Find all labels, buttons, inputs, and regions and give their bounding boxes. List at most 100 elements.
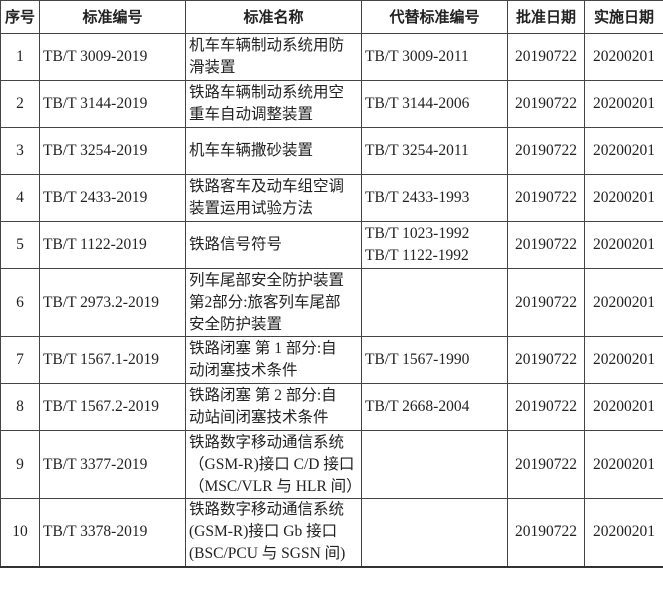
cell-code: TB/T 3144-2019 xyxy=(39,80,186,128)
cell-name: 铁路数字移动通信系统 (GSM-R)接口 Gb 接口 (BSC/PCU 与 SGSN… xyxy=(185,498,362,567)
cell-approved: 20190722 xyxy=(507,80,585,128)
cell-approved: 20190722 xyxy=(507,221,585,269)
cell-effective: 20200201 xyxy=(584,336,663,384)
header-name: 标准名称 xyxy=(185,0,362,34)
name-line: （MSC/VLR 与 HLR 间） xyxy=(189,477,362,495)
cell-approved: 20190722 xyxy=(507,174,585,222)
cell-approved: 20190722 xyxy=(507,430,585,499)
header-code: 标准编号 xyxy=(39,0,186,34)
standards-table: 序号 标准编号 标准名称 代替标准编号 批准日期 实施日期 1 TB/T 3009… xyxy=(0,0,663,568)
cell-code: TB/T 3377-2019 xyxy=(39,430,186,499)
cell-no: 6 xyxy=(0,268,40,337)
cell-name: 铁路闭塞 第 1 部分:自 动闭塞技术条件 xyxy=(185,336,362,384)
cell-no: 9 xyxy=(0,430,40,499)
cell-replaces: TB/T 3144-2006 xyxy=(361,80,508,128)
cell-no: 3 xyxy=(0,127,40,175)
cell-code: TB/T 3009-2019 xyxy=(39,33,186,81)
cell-name: 铁路数字移动通信系统 （GSM-R)接口 C/D 接口 （MSC/VLR 与 HLR… xyxy=(185,430,362,499)
header-no: 序号 xyxy=(0,0,40,34)
name-line: 铁路数字移动通信系统 xyxy=(189,433,345,451)
replaces-line: TB/T 2433-1993 xyxy=(365,189,470,206)
cell-no: 1 xyxy=(0,33,40,81)
table-row: 3 TB/T 3254-2019 机车车辆撒砂装置 TB/T 3254-2011 201… xyxy=(0,127,663,175)
table-row: 9 TB/T 3377-2019 铁路数字移动通信系统 （GSM-R)接口 C/D 接… xyxy=(0,430,663,499)
name-line: 装置运用试验方法 xyxy=(189,200,314,217)
cell-effective: 20200201 xyxy=(584,80,663,128)
cell-code: TB/T 1122-2019 xyxy=(39,221,186,269)
name-line: 动闭塞技术条件 xyxy=(189,362,298,379)
cell-effective: 20200201 xyxy=(584,33,663,81)
cell-code: TB/T 2433-2019 xyxy=(39,174,186,222)
table-row: 10 TB/T 3378-2019 铁路数字移动通信系统 (GSM-R)接口 Gb 接… xyxy=(0,498,663,567)
cell-name: 铁路客车及动车组空调 装置运用试验方法 xyxy=(185,174,362,222)
cell-replaces xyxy=(361,268,508,337)
cell-approved: 20190722 xyxy=(507,268,585,337)
cell-no: 10 xyxy=(0,498,40,567)
cell-replaces: TB/T 2433-1993 xyxy=(361,174,508,222)
cell-effective: 20200201 xyxy=(584,498,663,567)
cell-name: 机车车辆制动系统用防 滑装置 xyxy=(185,33,362,81)
cell-approved: 20190722 xyxy=(507,383,585,431)
cell-code: TB/T 3254-2019 xyxy=(39,127,186,175)
replaces-line: TB/T 1122-1992 xyxy=(365,247,469,264)
cell-replaces xyxy=(361,430,508,499)
cell-replaces: TB/T 3009-2011 xyxy=(361,33,508,81)
header-approved: 批准日期 xyxy=(507,0,585,34)
header-row: 序号 标准编号 标准名称 代替标准编号 批准日期 实施日期 xyxy=(0,0,663,34)
cell-no: 8 xyxy=(0,383,40,431)
table-row: 8 TB/T 1567.2-2019 铁路闭塞 第 2 部分:自 动站间闭塞技术条件 T… xyxy=(0,383,663,431)
cell-effective: 20200201 xyxy=(584,221,663,269)
cell-replaces: TB/T 3254-2011 xyxy=(361,127,508,175)
name-line: 滑装置 xyxy=(189,59,236,76)
name-line: 铁路车辆制动系统用空 xyxy=(189,84,345,101)
cell-effective: 20200201 xyxy=(584,127,663,175)
cell-code: TB/T 2973.2-2019 xyxy=(39,268,186,337)
header-effective: 实施日期 xyxy=(584,0,663,34)
cell-name: 列车尾部安全防护装置 第2部分:旅客列车尾部 安全防护装置 xyxy=(185,268,362,337)
header-replaces: 代替标准编号 xyxy=(361,0,508,34)
name-line: 铁路数字移动通信系统 xyxy=(189,501,345,519)
cell-no: 7 xyxy=(0,336,40,384)
cell-approved: 20190722 xyxy=(507,336,585,384)
cell-replaces xyxy=(361,498,508,567)
cell-replaces: TB/T 2668-2004 xyxy=(361,383,508,431)
name-line: 第2部分:旅客列车尾部 xyxy=(189,293,341,311)
cell-name: 机车车辆撒砂装置 xyxy=(185,127,362,175)
cell-no: 5 xyxy=(0,221,40,269)
cell-effective: 20200201 xyxy=(584,383,663,431)
replaces-line: TB/T 1567-1990 xyxy=(365,351,470,368)
table-row: 2 TB/T 3144-2019 铁路车辆制动系统用空 重车自动调整装置 TB/T 31… xyxy=(0,80,663,128)
cell-code: TB/T 1567.2-2019 xyxy=(39,383,186,431)
table-row: 7 TB/T 1567.1-2019 铁路闭塞 第 1 部分:自 动闭塞技术条件 TB/… xyxy=(0,336,663,384)
cell-approved: 20190722 xyxy=(507,33,585,81)
cell-name: 铁路闭塞 第 2 部分:自 动站间闭塞技术条件 xyxy=(185,383,362,431)
cell-replaces: TB/T 1567-1990 xyxy=(361,336,508,384)
cell-no: 2 xyxy=(0,80,40,128)
name-line: 铁路闭塞 第 2 部分:自 xyxy=(189,387,337,404)
name-line: (GSM-R)接口 Gb 接口 xyxy=(189,523,338,541)
name-line: 机车车辆制动系统用防 xyxy=(189,37,345,54)
name-line: （GSM-R)接口 C/D 接口 xyxy=(189,455,355,473)
cell-code: TB/T 1567.1-2019 xyxy=(39,336,186,384)
name-line: 动站间闭塞技术条件 xyxy=(189,409,329,426)
table-row: 1 TB/T 3009-2019 机车车辆制动系统用防 滑装置 TB/T 3009-20… xyxy=(0,33,663,81)
cell-effective: 20200201 xyxy=(584,268,663,337)
name-line: 铁路信号符号 xyxy=(189,236,283,253)
replaces-line: TB/T 2668-2004 xyxy=(365,398,470,415)
cell-name: 铁路车辆制动系统用空 重车自动调整装置 xyxy=(185,80,362,128)
cell-no: 4 xyxy=(0,174,40,222)
replaces-line: TB/T 3009-2011 xyxy=(365,48,469,65)
replaces-line: TB/T 3254-2011 xyxy=(365,142,469,159)
cell-approved: 20190722 xyxy=(507,127,585,175)
name-line: 铁路客车及动车组空调 xyxy=(189,178,345,195)
name-line: 铁路闭塞 第 1 部分:自 xyxy=(189,340,337,357)
table-row: 6 TB/T 2973.2-2019 列车尾部安全防护装置 第2部分:旅客列车尾部 安全… xyxy=(0,268,663,337)
cell-code: TB/T 3378-2019 xyxy=(39,498,186,567)
cell-approved: 20190722 xyxy=(507,498,585,567)
name-line: 列车尾部安全防护装置 xyxy=(189,271,345,289)
name-line: 机车车辆撒砂装置 xyxy=(189,142,314,159)
cell-name: 铁路信号符号 xyxy=(185,221,362,269)
cell-replaces: TB/T 1023-1992 TB/T 1122-1992 xyxy=(361,221,508,269)
table-row: 5 TB/T 1122-2019 铁路信号符号 TB/T 1023-1992 TB/T … xyxy=(0,221,663,269)
replaces-line: TB/T 3144-2006 xyxy=(365,95,470,112)
